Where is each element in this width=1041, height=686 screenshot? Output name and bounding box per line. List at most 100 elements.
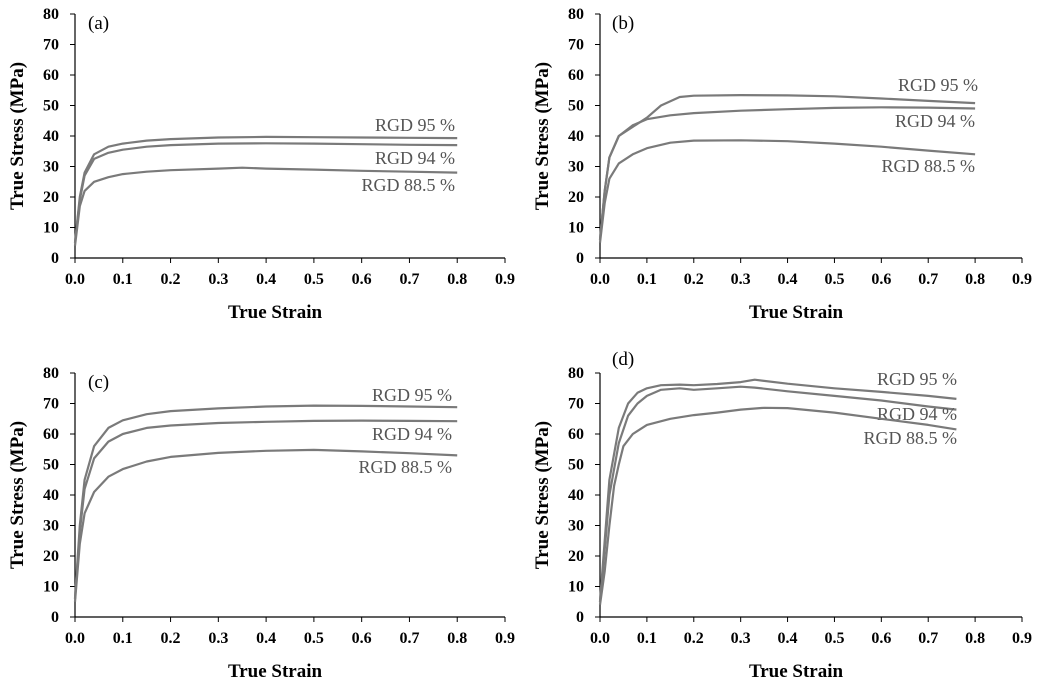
y-tick-label: 0 xyxy=(51,250,59,267)
x-tick-label: 0.7 xyxy=(918,630,938,647)
x-tick-label: 0.8 xyxy=(447,271,467,288)
y-tick-label: 80 xyxy=(43,365,59,382)
x-tick-label: 0.9 xyxy=(495,271,515,288)
y-tick-label: 10 xyxy=(568,579,584,596)
y-tick-label: 80 xyxy=(568,365,584,382)
x-tick-label: 0.5 xyxy=(304,630,324,647)
x-axis-title: True Strain xyxy=(749,302,844,323)
series-line xyxy=(73,404,458,599)
series-line xyxy=(73,135,458,243)
x-tick-label: 0.0 xyxy=(590,271,610,288)
y-axis-title: True Stress (MPa) xyxy=(7,421,28,569)
x-tick-label: 0.7 xyxy=(918,271,938,288)
series-line xyxy=(598,406,957,605)
series-label: RGD 88.5 % xyxy=(359,457,453,477)
series-label: RGD 95 % xyxy=(372,385,452,405)
y-tick-label: 50 xyxy=(43,457,59,474)
y-tick-label: 0 xyxy=(51,609,59,626)
x-tick-label: 0.4 xyxy=(778,630,798,647)
x-tick-label: 0.8 xyxy=(965,630,985,647)
x-tick-label: 0.6 xyxy=(352,271,372,288)
y-tick-label: 40 xyxy=(568,128,584,145)
series-label: RGD 88.5 % xyxy=(362,175,456,195)
y-tick-label: 20 xyxy=(568,189,584,206)
x-tick-label: 0.1 xyxy=(637,271,657,288)
x-tick-label: 0.7 xyxy=(399,630,419,647)
x-tick-label: 0.1 xyxy=(113,271,133,288)
x-tick-label: 0.0 xyxy=(65,271,85,288)
y-tick-label: 10 xyxy=(43,220,59,237)
panel-label: (c) xyxy=(88,372,109,393)
x-tick-label: 0.0 xyxy=(65,630,85,647)
y-tick-label: 40 xyxy=(568,487,584,504)
y-tick-label: 50 xyxy=(568,457,584,474)
y-tick-label: 60 xyxy=(568,426,584,443)
y-tick-label: 40 xyxy=(43,487,59,504)
panel-label: (b) xyxy=(612,13,634,34)
y-tick-label: 30 xyxy=(43,518,59,535)
x-tick-label: 0.3 xyxy=(731,630,751,647)
x-tick-label: 0.8 xyxy=(965,271,985,288)
chart-panel-3: 0.0 0.1 0.2 0.3 0.4 0.5 0.6 0.7 0.8 0.9 0 10 20 30 40 5… xyxy=(7,365,515,682)
x-tick-label: 0.2 xyxy=(684,271,704,288)
x-tick-label: 0.6 xyxy=(352,630,372,647)
x-tick-label: 0.1 xyxy=(113,630,133,647)
x-tick-label: 0.2 xyxy=(161,271,181,288)
x-tick-label: 0.3 xyxy=(208,630,228,647)
y-tick-label: 40 xyxy=(43,128,59,145)
series-label: RGD 88.5 % xyxy=(882,156,976,176)
x-tick-label: 0.3 xyxy=(731,271,751,288)
y-tick-label: 80 xyxy=(43,6,59,23)
y-tick-label: 30 xyxy=(568,159,584,176)
series-line xyxy=(598,385,957,602)
y-tick-label: 20 xyxy=(43,548,59,565)
y-tick-label: 0 xyxy=(576,250,584,267)
x-tick-label: 0.5 xyxy=(304,271,324,288)
x-tick-label: 0.8 xyxy=(447,630,467,647)
series-label: RGD 94 % xyxy=(877,404,957,424)
y-axis-title: True Stress (MPa) xyxy=(7,62,28,210)
y-tick-label: 30 xyxy=(43,159,59,176)
y-tick-label: 10 xyxy=(43,579,59,596)
chart-panel-1: 0.0 0.1 0.2 0.3 0.4 0.5 0.6 0.7 0.8 0.9 0 10 20 30 40 5… xyxy=(7,6,515,323)
y-tick-label: 80 xyxy=(568,6,584,23)
series-label: RGD 94 % xyxy=(895,111,975,131)
y-tick-label: 20 xyxy=(568,548,584,565)
chart-panel-4: 0.0 0.1 0.2 0.3 0.4 0.5 0.6 0.7 0.8 0.9 0 10 20 30 40 5… xyxy=(532,349,1032,682)
x-tick-label: 0.0 xyxy=(590,630,610,647)
x-tick-label: 0.7 xyxy=(399,271,419,288)
series-label: RGD 88.5 % xyxy=(864,428,958,448)
y-tick-label: 60 xyxy=(43,426,59,443)
x-tick-label: 0.6 xyxy=(871,630,891,647)
series-line xyxy=(598,106,976,240)
x-tick-label: 0.4 xyxy=(778,271,798,288)
y-tick-label: 10 xyxy=(568,220,584,237)
x-tick-label: 0.9 xyxy=(1012,630,1032,647)
series-label: RGD 94 % xyxy=(372,424,452,444)
x-tick-label: 0.9 xyxy=(1012,271,1032,288)
y-tick-label: 70 xyxy=(43,37,59,54)
y-tick-label: 50 xyxy=(43,98,59,115)
series-line xyxy=(73,142,458,243)
x-axis-title: True Strain xyxy=(228,661,323,682)
series-line xyxy=(598,139,976,243)
x-tick-label: 0.2 xyxy=(684,630,704,647)
y-tick-label: 70 xyxy=(568,37,584,54)
series-label: RGD 95 % xyxy=(877,369,957,389)
series-line xyxy=(598,378,957,602)
x-tick-label: 0.4 xyxy=(256,271,276,288)
panel-label: (a) xyxy=(88,13,109,34)
x-tick-label: 0.6 xyxy=(871,271,891,288)
y-tick-label: 0 xyxy=(576,609,584,626)
series-label: RGD 95 % xyxy=(375,115,455,135)
x-tick-label: 0.9 xyxy=(495,630,515,647)
chart-panel-2: 0.0 0.1 0.2 0.3 0.4 0.5 0.6 0.7 0.8 0.9 0 10 20 30 40 5… xyxy=(532,6,1032,323)
x-tick-label: 0.2 xyxy=(161,630,181,647)
x-axis-title: True Strain xyxy=(228,302,323,323)
series-label: RGD 94 % xyxy=(375,148,455,168)
x-tick-label: 0.5 xyxy=(824,271,844,288)
x-axis-title: True Strain xyxy=(749,661,844,682)
series-line xyxy=(73,166,458,246)
y-tick-label: 70 xyxy=(43,396,59,413)
x-tick-label: 0.4 xyxy=(256,630,276,647)
